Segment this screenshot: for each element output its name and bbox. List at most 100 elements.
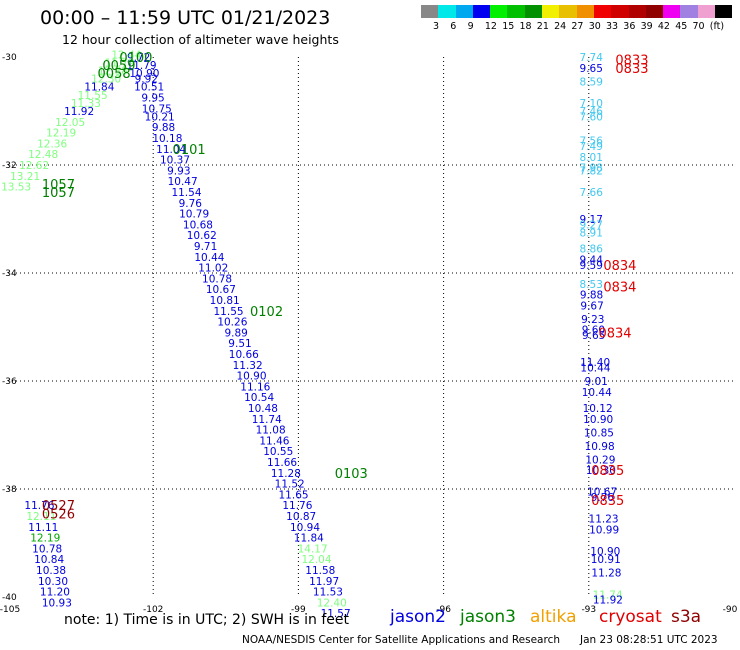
swh-value-label: 9.67	[580, 300, 603, 312]
color-scale-label: 6	[450, 21, 457, 32]
swh-value-label: 10.91	[591, 554, 621, 566]
pass-time-label: 0835	[591, 494, 624, 509]
swh-value-label: 12.62	[19, 160, 49, 172]
swh-value-label: 11.16	[240, 381, 270, 393]
swh-value-label: 8.91	[580, 228, 603, 240]
swh-value-label: 10.75	[142, 103, 172, 115]
latitude-tick-label: -38	[2, 485, 17, 495]
generation-timestamp: Jan 23 08:28:51 UTC 2023	[580, 634, 718, 646]
color-scale-label: 18	[519, 21, 532, 32]
swh-value-label: 10.84	[34, 554, 64, 566]
color-swatch	[576, 5, 594, 18]
color-scale-label: 3	[433, 21, 440, 32]
swh-value-label: 13.53	[1, 182, 31, 194]
swh-value-label: 11.32	[233, 360, 263, 372]
color-swatch	[455, 5, 473, 18]
swh-value-label: 7.56	[580, 136, 604, 148]
swh-value-label: 9.27	[580, 219, 603, 231]
swh-value-label: 11.54	[171, 187, 201, 199]
swh-value-label: 10.85	[584, 427, 614, 439]
swh-value-label: 11.76	[282, 500, 312, 512]
swh-value-label: 9.65	[582, 330, 605, 342]
swh-value-label: 11.92	[593, 595, 623, 607]
color-swatch	[628, 5, 646, 18]
color-swatch	[559, 5, 577, 18]
swh-value-label: 10.67	[587, 487, 617, 499]
swh-value-label: 12.19	[46, 128, 76, 140]
swh-value-label: 10.44	[580, 363, 610, 375]
swh-value-label: 7.60	[580, 111, 603, 123]
pass-time-label: 0833	[615, 62, 648, 77]
swh-value-label: 11.46	[259, 435, 289, 447]
swh-value-label: 10.81	[210, 295, 240, 307]
swh-value-label: 12.11	[26, 511, 56, 523]
color-swatch	[421, 5, 439, 18]
swh-value-label: 11.33	[71, 98, 101, 110]
pass-time-label: 1057	[42, 186, 75, 201]
page-title: 00:00 – 11:59 UTC 01/21/2023	[40, 7, 331, 29]
swh-color-scale	[421, 5, 733, 18]
pass-time-label: 0102	[250, 305, 283, 320]
swh-value-label: 10.98	[585, 441, 615, 453]
color-swatch	[663, 5, 681, 18]
pass-time-label: 0058	[98, 67, 131, 82]
color-scale-label: 21	[536, 21, 549, 32]
longitude-tick-label: -105	[0, 605, 20, 615]
swh-value-label: 10.26	[217, 317, 247, 329]
legend-jason3: jason3	[460, 607, 516, 627]
color-swatch	[472, 5, 491, 18]
swh-value-label: 11.23	[589, 514, 619, 526]
swh-value-label: 9.59	[580, 260, 603, 272]
swh-value-label: 7.82	[580, 165, 603, 177]
swh-value-label: 10.38	[36, 565, 66, 577]
swh-value-label: 11.52	[275, 479, 305, 491]
swh-value-label: 11.84	[294, 533, 324, 545]
swh-value-label: 10.93	[42, 597, 72, 609]
longitude-tick-label: -90	[723, 605, 738, 615]
swh-value-label: 9.93	[167, 165, 190, 177]
swh-value-label: 11.76	[24, 500, 54, 512]
legend-jason2: jason2	[390, 607, 446, 627]
pass-time-label: 0101	[173, 143, 206, 158]
color-scale-label: 12	[484, 21, 497, 32]
longitude-tick-label: -96	[436, 605, 451, 615]
swh-value-label: 10.90	[129, 68, 159, 80]
map-axis-labels: -105 -102 -99 -96 -93 -90 -30 -32 -34 -36 -38 -40	[0, 53, 738, 615]
swh-observations: 9.7211.7910.909.9210.519.9510.7510.219.8…	[1, 49, 623, 620]
swh-value-label: 9.44	[580, 255, 604, 267]
swh-value-label: 10.21	[145, 111, 175, 123]
pass-time-label: 0834	[603, 281, 636, 296]
color-scale-label: 24	[554, 21, 567, 32]
swh-value-label: 14.17	[298, 543, 328, 555]
longitude-tick-label: -102	[143, 605, 163, 615]
color-scale-label: 9	[467, 21, 474, 32]
map-gridlines	[8, 57, 734, 597]
swh-value-label: 10.66	[229, 349, 259, 361]
color-swatch	[507, 5, 525, 18]
swh-value-label: 10.12	[583, 403, 613, 415]
swh-value-label: 11.55	[214, 306, 244, 318]
pass-time-label: 0526	[42, 507, 75, 522]
color-swatch	[593, 5, 612, 18]
swh-value-label: 10.44	[582, 387, 612, 399]
swh-value-label: 13.21	[10, 171, 40, 183]
swh-value-label: 11.08	[256, 425, 286, 437]
swh-value-label: 10.87	[286, 511, 316, 523]
color-scale-label: 39	[640, 21, 653, 32]
swh-value-label: 10.62	[187, 230, 217, 242]
pass-time-label: 0527	[42, 499, 75, 514]
color-scale-label: 70	[692, 21, 705, 32]
color-scale-label: 42	[657, 21, 670, 32]
swh-value-label: 11.04	[156, 144, 186, 156]
credit-line: NOAA/NESDIS Center for Satellite Applica…	[242, 634, 560, 646]
swh-value-label: 9.92	[135, 74, 158, 86]
swh-value-label: 7.46	[580, 106, 604, 118]
swh-value-label: 8.59	[580, 76, 603, 88]
swh-value-label: 10.55	[263, 446, 293, 458]
legend-altika: altika	[530, 607, 577, 627]
color-swatch	[490, 5, 508, 18]
latitude-tick-label: -40	[2, 593, 17, 603]
legend-cryosat: cryosat	[599, 607, 662, 627]
swh-value-label: 12.48	[28, 149, 58, 161]
